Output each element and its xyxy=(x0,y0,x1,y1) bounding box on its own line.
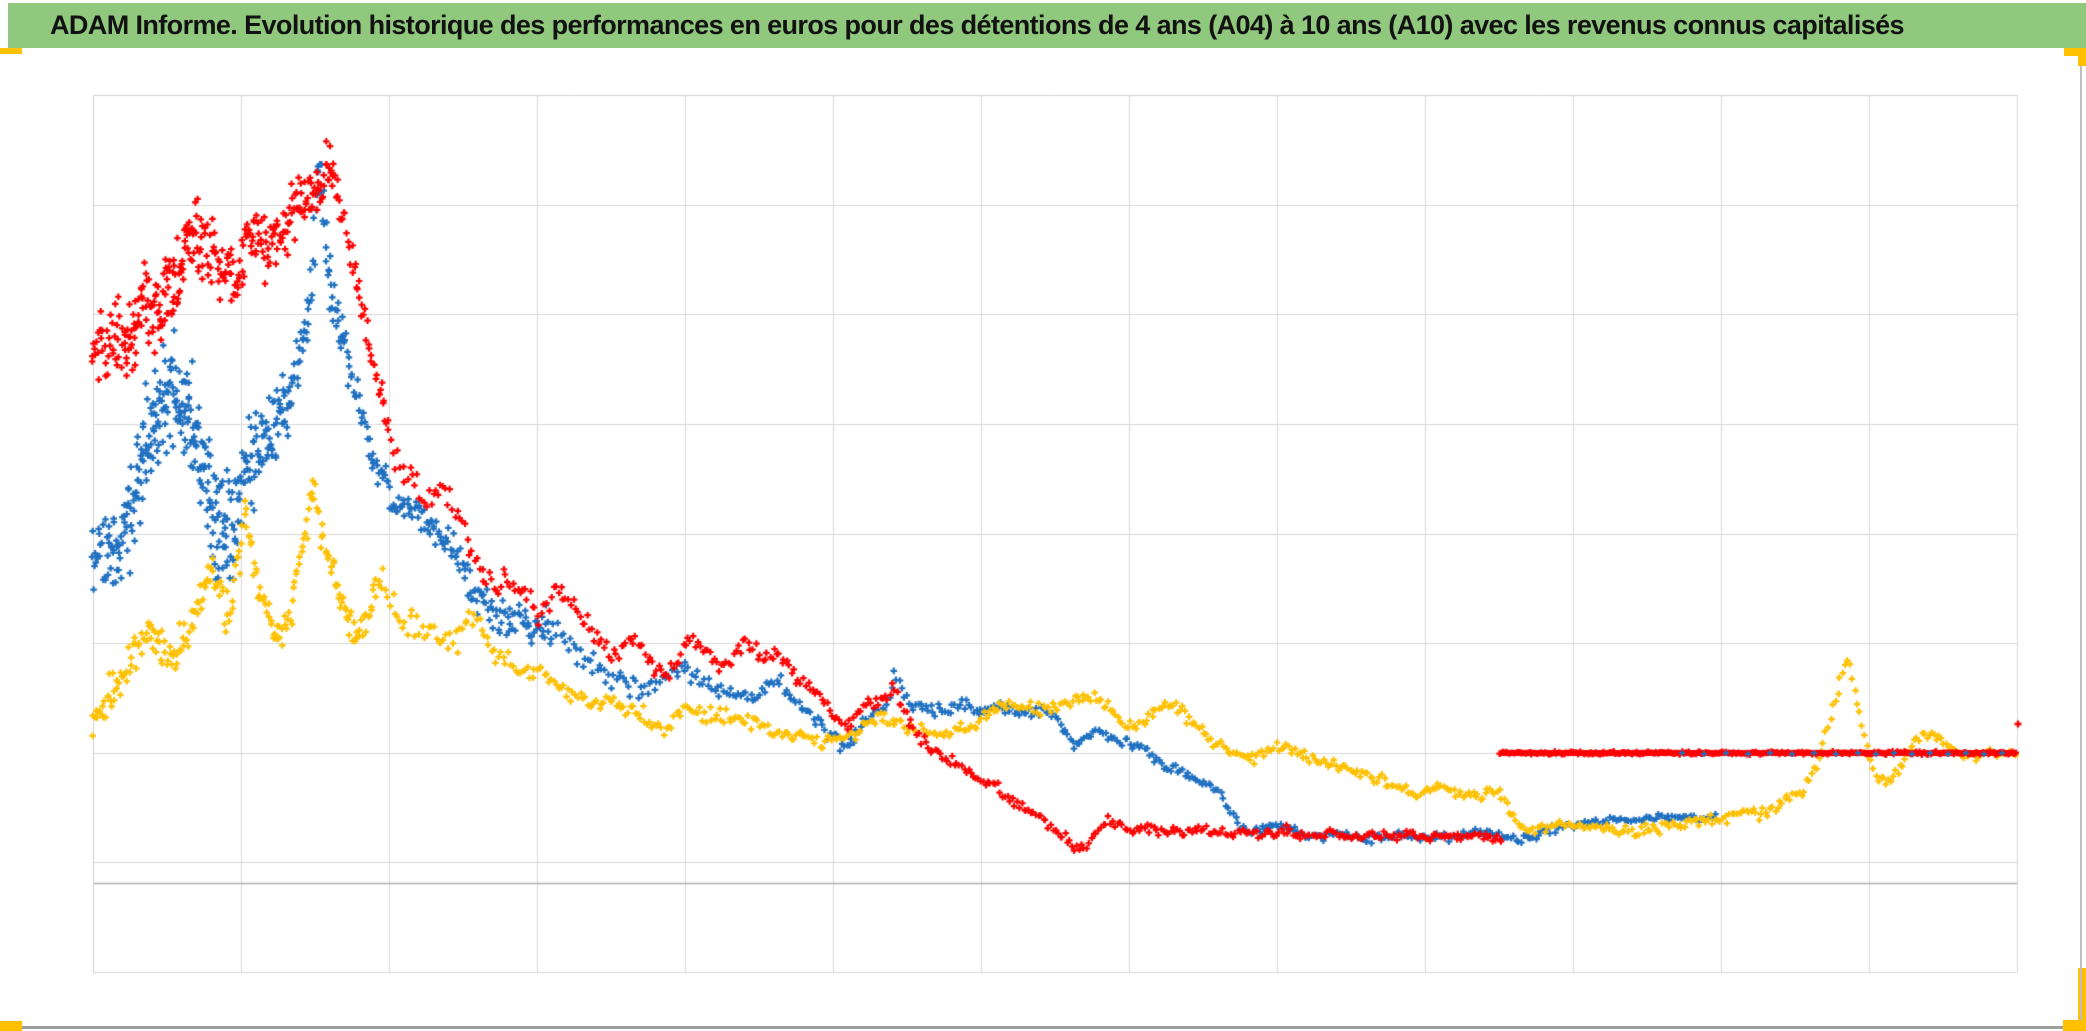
corner-accent-bottom-right xyxy=(2063,1020,2086,1031)
corner-accent-top-right xyxy=(2064,48,2086,56)
corner-accent-bottom-left xyxy=(0,1021,22,1031)
corner-accent-bottom-right-stub xyxy=(2078,968,2086,1023)
page-bottom-rule xyxy=(22,1026,2063,1029)
chart-title: ADAM Informe. Evolution historique des p… xyxy=(50,10,1905,40)
page-right-edge-line xyxy=(2080,66,2082,1020)
corner-accent-top-right-stub xyxy=(2078,48,2086,66)
chart-title-bar[interactable]: ADAM Informe. Evolution historique des p… xyxy=(8,3,2086,48)
corner-accent-top-left xyxy=(0,48,22,54)
